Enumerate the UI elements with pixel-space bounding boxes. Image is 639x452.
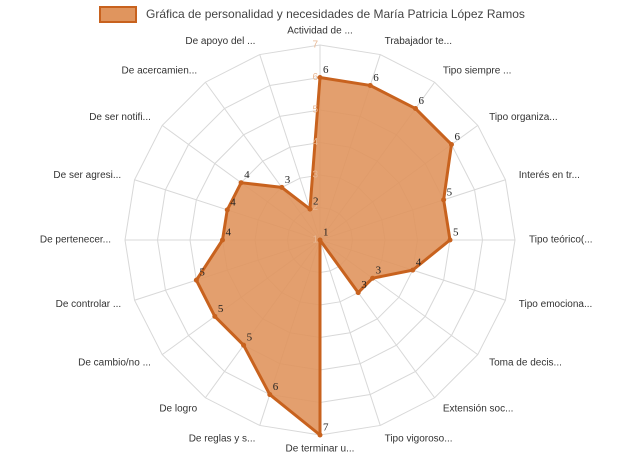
value-label: 4 <box>244 169 250 181</box>
category-label: Tipo organiza... <box>489 112 558 123</box>
radar-point <box>410 267 416 273</box>
category-label: Tipo siempre ... <box>443 66 512 77</box>
category-label: De apoyo del ... <box>185 36 255 47</box>
value-label: 4 <box>230 196 236 208</box>
radar-point <box>193 277 199 283</box>
value-label: 5 <box>447 186 453 198</box>
category-label: De controlar ... <box>56 299 122 310</box>
radar-point <box>241 342 247 348</box>
radar-point <box>220 237 225 243</box>
value-label: 7 <box>323 422 329 434</box>
value-label: 4 <box>416 257 422 269</box>
radar-point <box>370 275 376 281</box>
y-tick-label: 7 <box>312 40 318 51</box>
category-label: Tipo emociona... <box>519 299 593 310</box>
radar-point <box>279 184 285 190</box>
radar-point <box>447 237 453 243</box>
category-label: Toma de decis... <box>489 357 562 368</box>
category-label: De cambio/no ... <box>78 357 151 368</box>
value-label: 6 <box>419 95 425 107</box>
category-label: Interés en tr... <box>519 170 580 181</box>
y-tick-label: 1 <box>312 235 318 246</box>
category-label: De terminar u... <box>286 444 355 452</box>
value-label: 5 <box>199 267 205 279</box>
radar-point <box>413 106 419 112</box>
legend-label: Gráfica de personalidad y necesidades de… <box>146 7 525 21</box>
value-label: 3 <box>361 279 367 291</box>
radar-point <box>441 197 447 203</box>
value-label: 2 <box>313 196 319 208</box>
category-label: Extensión soc... <box>443 404 514 415</box>
radar-point <box>212 313 218 319</box>
legend-swatch <box>99 6 137 23</box>
value-label: 3 <box>285 174 291 186</box>
category-label: Tipo vigoroso... <box>385 433 453 444</box>
category-label: De ser notifi... <box>89 112 151 123</box>
value-label: 4 <box>226 227 232 239</box>
category-label: De logro <box>159 404 197 415</box>
value-label: 1 <box>323 227 329 239</box>
radar-point <box>224 207 230 213</box>
radar-point <box>317 75 323 80</box>
category-label: De acercamien... <box>122 66 198 77</box>
value-label: 5 <box>218 303 224 315</box>
y-tick-label: 6 <box>312 72 318 83</box>
radar-point <box>317 237 323 243</box>
y-tick-label: 4 <box>312 137 318 148</box>
category-label: De ser agresi... <box>53 170 121 181</box>
y-tick-label: 3 <box>312 170 318 181</box>
category-label: Actividad de ... <box>287 26 353 37</box>
value-label: 6 <box>373 72 379 84</box>
radar-point <box>238 180 244 186</box>
radar-point <box>317 432 323 438</box>
category-label: De reglas y s... <box>189 433 256 444</box>
value-label: 6 <box>454 131 460 143</box>
value-label: 6 <box>273 381 279 393</box>
radar-point <box>355 290 361 296</box>
category-label: De pertenecer... <box>40 235 111 246</box>
category-label: Tipo teórico(... <box>529 235 593 246</box>
y-tick-label: 2 <box>312 202 318 213</box>
value-label: 6 <box>323 64 329 76</box>
value-label: 3 <box>376 265 382 277</box>
category-label: Trabajador te... <box>385 36 452 47</box>
radar-point <box>307 206 313 212</box>
radar-point <box>367 82 373 88</box>
value-label: 5 <box>453 227 459 239</box>
radar-point <box>448 141 454 147</box>
y-tick-label: 5 <box>312 105 318 116</box>
radar-area <box>194 76 453 437</box>
spoke <box>319 239 381 426</box>
radar-point <box>267 392 273 398</box>
value-label: 5 <box>247 332 253 344</box>
